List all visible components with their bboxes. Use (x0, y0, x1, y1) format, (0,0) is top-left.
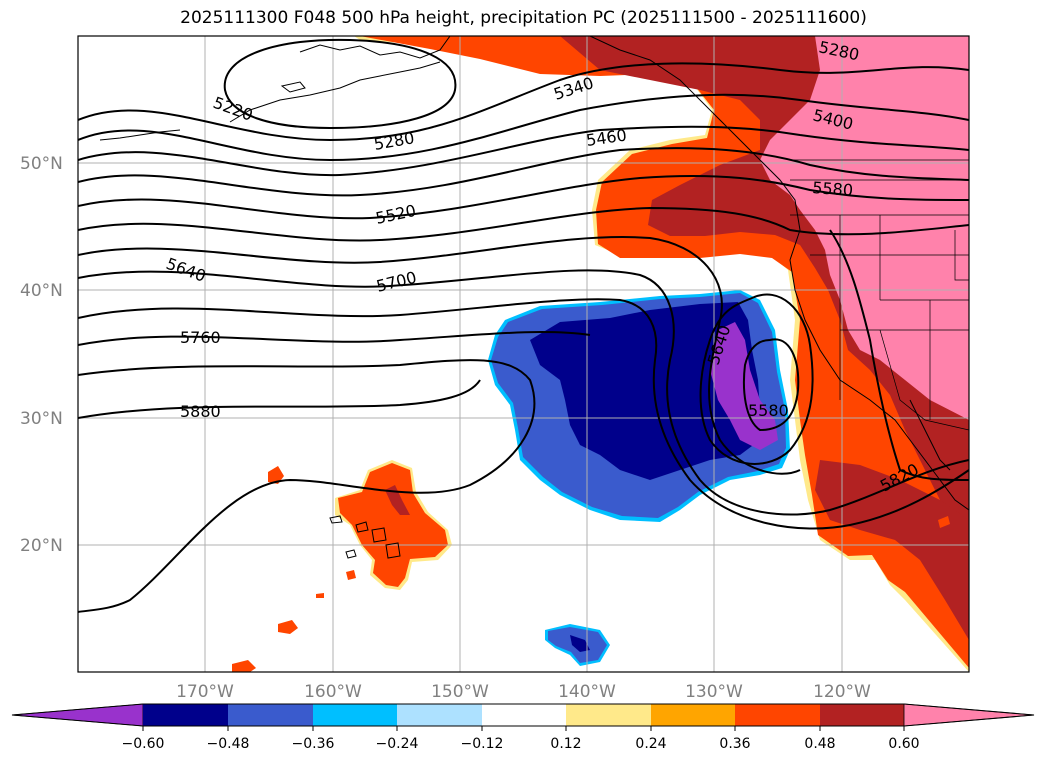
colorbar-swatch (820, 704, 904, 726)
precip-positive-hawaii (232, 460, 950, 672)
lon-label: 150°W (431, 682, 489, 702)
colorbar-swatch (651, 704, 735, 726)
colorbar-label: −0.24 (376, 736, 419, 752)
colorbar-label: −0.36 (292, 736, 335, 752)
colorbar-swatch (397, 704, 482, 726)
colorbar-label: −0.12 (461, 736, 504, 752)
lat-label: 20°N (20, 536, 63, 556)
lon-label: 170°W (176, 682, 234, 702)
colorbar-swatch (482, 704, 566, 726)
longitude-labels: 170°W 160°W 150°W 140°W 130°W 120°W (176, 682, 871, 702)
map-area: 5220 5340 5280 5280 5460 5400 5520 5580 … (78, 36, 969, 672)
height-contours (78, 38, 969, 613)
colorbar-label: 0.48 (804, 736, 835, 752)
lat-label: 40°N (20, 281, 63, 301)
lat-label: 50°N (20, 154, 63, 174)
colorbar-label: 0.24 (635, 736, 666, 752)
colorbar-label: −0.60 (122, 736, 165, 752)
colorbar-swatch (228, 704, 313, 726)
lat-label: 30°N (20, 409, 63, 429)
colorbar-label: 0.36 (719, 736, 750, 752)
latitude-labels: 50°N 40°N 30°N 20°N (20, 154, 63, 556)
colorbar-label: 0.12 (550, 736, 581, 752)
colorbar-label: 0.60 (888, 736, 919, 752)
colorbar-high-arrow (903, 703, 1035, 727)
contour-label: 5760 (180, 328, 221, 347)
lon-label: 130°W (685, 682, 743, 702)
colorbar-swatch (735, 704, 820, 726)
lon-label: 120°W (813, 682, 871, 702)
colorbar-label: −0.48 (207, 736, 250, 752)
map-frame (77, 35, 970, 673)
colorbar-swatch (566, 704, 651, 726)
contour-label: 5580 (812, 178, 854, 200)
lon-label: 160°W (304, 682, 362, 702)
contour-label: 5880 (180, 402, 221, 421)
colorbar: −0.60 −0.48 −0.36 −0.24 −0.12 0.12 0.24 … (11, 703, 1035, 752)
colorbar-low-arrow (11, 703, 144, 727)
contour-label: 5580 (748, 401, 789, 420)
map-title: 2025111300 F048 500 hPa height, precipit… (180, 8, 867, 28)
colorbar-swatch (313, 704, 397, 726)
lon-label: 140°W (558, 682, 616, 702)
colorbar-swatch (143, 704, 228, 726)
